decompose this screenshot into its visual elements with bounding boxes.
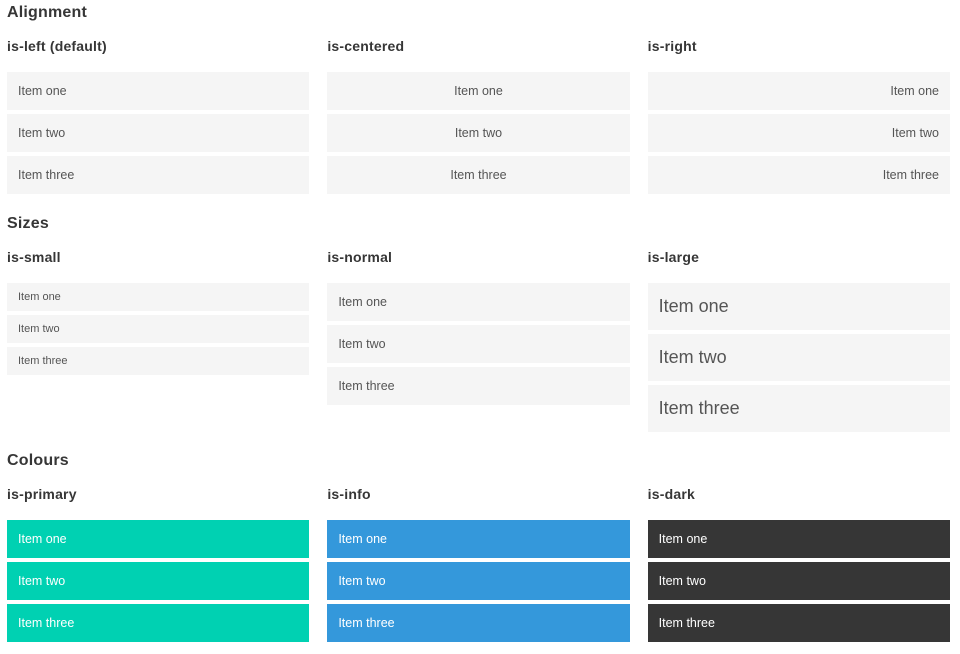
list-item[interactable]: Item two — [647, 562, 950, 600]
list-item[interactable]: Item two — [7, 114, 310, 152]
example-is-info: is-info Item one Item two Item three — [327, 486, 630, 642]
list-item[interactable]: Item three — [647, 156, 950, 194]
example-is-primary: is-primary Item one Item two Item three — [7, 486, 310, 642]
example-label-is-dark: is-dark — [647, 486, 695, 502]
list-item[interactable]: Item two — [7, 562, 310, 600]
example-is-dark: is-dark Item one Item two Item three — [647, 486, 950, 642]
example-is-small: is-small Item one Item two Item three — [7, 249, 310, 432]
list-item[interactable]: Item three — [647, 604, 950, 642]
list-item[interactable]: Item one — [327, 72, 630, 110]
list-item[interactable]: Item one — [7, 72, 310, 110]
example-is-left: is-left (default) Item one Item two Item… — [7, 38, 310, 194]
list-item[interactable]: Item three — [7, 604, 310, 642]
example-is-centered: is-centered Item one Item two Item three — [327, 38, 630, 194]
list-item[interactable]: Item two — [327, 562, 630, 600]
list-item[interactable]: Item two — [7, 315, 310, 343]
list-item[interactable]: Item one — [647, 283, 950, 330]
section-title-colours: Colours — [7, 452, 69, 469]
list-item[interactable]: Item three — [647, 385, 950, 432]
list-item[interactable]: Item three — [7, 347, 310, 375]
example-label-is-primary: is-primary — [7, 486, 77, 502]
example-label-is-left: is-left (default) — [7, 38, 107, 54]
example-is-right: is-right Item one Item two Item three — [647, 38, 950, 194]
item-list-center-aligned: Item one Item two Item three — [327, 72, 630, 194]
list-item[interactable]: Item two — [327, 114, 630, 152]
section-title-alignment: Alignment — [7, 4, 88, 21]
section-colours: Colours is-primary Item one Item two Ite… — [7, 453, 950, 642]
list-item[interactable]: Item one — [7, 520, 310, 558]
item-list-small: Item one Item two Item three — [7, 283, 310, 375]
section-alignment: Alignment is-left (default) Item one Ite… — [7, 5, 950, 194]
colours-examples-grid: is-primary Item one Item two Item three … — [7, 487, 950, 642]
example-label-is-centered: is-centered — [327, 38, 405, 54]
section-title-sizes: Sizes — [7, 215, 49, 232]
list-item[interactable]: Item one — [647, 72, 950, 110]
alignment-examples-grid: is-left (default) Item one Item two Item… — [7, 39, 950, 194]
example-is-large: is-large Item one Item two Item three — [647, 249, 950, 432]
list-item[interactable]: Item one — [647, 520, 950, 558]
list-item[interactable]: Item one — [327, 520, 630, 558]
list-item[interactable]: Item one — [7, 283, 310, 311]
item-list-left-aligned: Item one Item two Item three — [7, 72, 310, 194]
item-list-primary: Item one Item two Item three — [7, 520, 310, 642]
sizes-examples-grid: is-small Item one Item two Item three is… — [7, 250, 950, 432]
example-is-normal: is-normal Item one Item two Item three — [327, 249, 630, 432]
item-list-info: Item one Item two Item three — [327, 520, 630, 642]
item-list-large: Item one Item two Item three — [647, 283, 950, 432]
example-label-is-normal: is-normal — [327, 249, 393, 265]
list-item[interactable]: Item three — [327, 604, 630, 642]
example-label-is-large: is-large — [647, 249, 700, 265]
list-item[interactable]: Item three — [327, 156, 630, 194]
list-item[interactable]: Item three — [327, 367, 630, 405]
list-item[interactable]: Item two — [647, 334, 950, 381]
item-list-right-aligned: Item one Item two Item three — [647, 72, 950, 194]
item-list-normal: Item one Item two Item three — [327, 283, 630, 405]
example-label-is-small: is-small — [7, 249, 61, 265]
list-item[interactable]: Item one — [327, 283, 630, 321]
example-label-is-info: is-info — [327, 486, 371, 502]
example-label-is-right: is-right — [647, 38, 697, 54]
list-item[interactable]: Item two — [327, 325, 630, 363]
item-list-dark: Item one Item two Item three — [647, 520, 950, 642]
list-item[interactable]: Item two — [647, 114, 950, 152]
section-sizes: Sizes is-small Item one Item two Item th… — [7, 216, 950, 432]
list-item[interactable]: Item three — [7, 156, 310, 194]
